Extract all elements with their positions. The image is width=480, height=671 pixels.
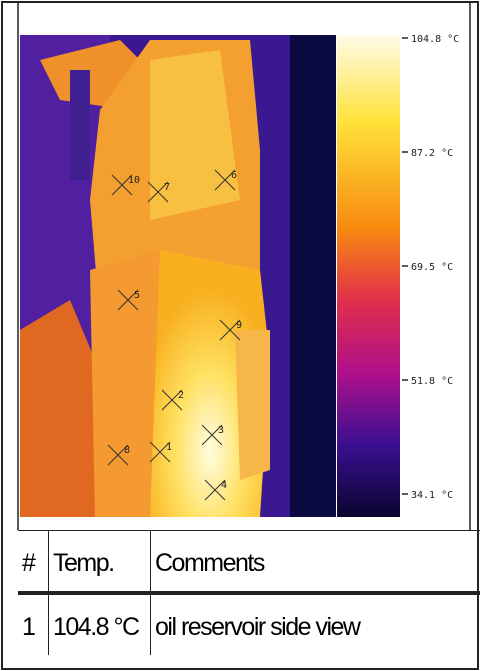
scale-label: 69.5 °C [411, 262, 453, 273]
scale-label: 51.8 °C [411, 376, 453, 387]
marker-label: 1 [166, 442, 172, 453]
marker-cross [161, 389, 183, 411]
marker-label: 5 [134, 290, 140, 301]
marker-cross [147, 181, 169, 203]
measurement-table: # Temp. Comments 1 104.8 °C oil reservoi… [18, 530, 480, 655]
marker-label: 7 [164, 182, 170, 193]
marker-cross [219, 319, 241, 341]
marker-cross [117, 289, 139, 311]
marker-label: 2 [178, 390, 184, 401]
cell: 104.8 °C [48, 593, 151, 655]
scale-label: 87.2 °C [411, 148, 453, 159]
scale-label: 104.8 °C [411, 34, 459, 45]
marker-cross [149, 441, 171, 463]
table-header: # Temp. Comments [18, 530, 480, 595]
marker-cross [214, 169, 236, 191]
color-scale [337, 35, 400, 517]
marker-cross [201, 424, 223, 446]
marker-label: 8 [124, 445, 130, 456]
table-row: 1 104.8 °C oil reservoir side view [18, 593, 480, 655]
cell: 1 [22, 612, 36, 641]
cell: oil reservoir side view [150, 593, 480, 655]
marker-cross [111, 174, 133, 196]
marker-label: 9 [236, 320, 242, 331]
marker-cross [204, 479, 226, 501]
header-cell: # [18, 530, 49, 595]
thermal-image [20, 35, 336, 517]
header-cell: Temp. [48, 530, 151, 595]
marker-label: 6 [231, 170, 237, 181]
marker-label: 3 [218, 425, 224, 436]
scale-label: 34.1 °C [411, 490, 453, 501]
marker-label: 10 [128, 175, 140, 186]
marker-cross [107, 444, 129, 466]
marker-label: 4 [221, 480, 227, 491]
header-cell: Comments [150, 530, 480, 595]
